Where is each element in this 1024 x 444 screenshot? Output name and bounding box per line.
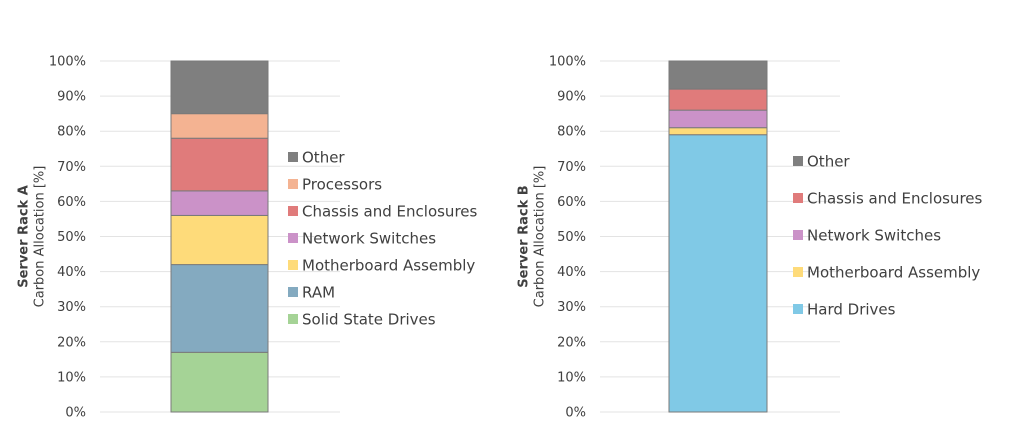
y-tick-label: 60% [57, 195, 86, 210]
y-tick-label: 40% [557, 265, 586, 280]
legend-label: Processors [302, 176, 382, 194]
y-tick-label: 60% [557, 195, 586, 210]
legend-swatch [793, 156, 803, 166]
y-tick-label: 100% [549, 55, 586, 70]
legend-label: Solid State Drives [302, 311, 436, 329]
y-tick-label: 80% [57, 125, 86, 140]
y-tick-label: 90% [57, 90, 86, 105]
y-tick-label: 70% [557, 160, 586, 175]
legend-swatch [793, 193, 803, 203]
y-tick-label: 10% [57, 370, 86, 385]
y-tick-label: 100% [49, 55, 86, 70]
y-axis-title: Server Rack B [517, 185, 532, 287]
legend: Other Chassis and Enclosures Network Switc… [793, 153, 983, 319]
bar-segment-solid-state-drives [170, 351, 269, 413]
bar-segment-network-switches [170, 190, 269, 216]
y-tick-label: 40% [57, 265, 86, 280]
legend-swatch [793, 304, 803, 314]
y-axis-label: Carbon Allocation [%] [533, 166, 548, 308]
y-tick-label: 30% [557, 300, 586, 315]
y-tick-label: 50% [57, 230, 86, 245]
y-tick-label: 0% [65, 406, 86, 421]
legend-label: Other [807, 153, 850, 171]
legend-swatch [793, 230, 803, 240]
y-tick-label: 20% [57, 335, 86, 350]
legend-swatch [288, 206, 298, 216]
bar-segment-chassis-and-enclosures [668, 88, 768, 111]
y-axis-label: Carbon Allocation [%] [33, 166, 48, 308]
legend-label: Network Switches [302, 230, 436, 248]
y-tick-label: 50% [557, 230, 586, 245]
bar-segment-other [170, 60, 269, 115]
chart-0: 0% 10% 20% 30% 40% 50% 60% 70% 80% 90% 100% Server … [17, 55, 478, 421]
legend-label: Network Switches [807, 227, 941, 245]
legend-swatch [288, 233, 298, 243]
legend-label: Chassis and Enclosures [807, 190, 983, 208]
legend-swatch [288, 179, 298, 189]
y-tick-label: 20% [557, 335, 586, 350]
legend-swatch [288, 260, 298, 270]
legend-label: Other [302, 149, 345, 167]
legend-label: Motherboard Assembly [302, 257, 475, 275]
legend-label: Motherboard Assembly [807, 264, 980, 282]
bar-segment-motherboard-assembly [170, 214, 269, 266]
bar-segment-motherboard-assembly [668, 127, 768, 136]
y-axis-title: Server Rack A [17, 185, 32, 288]
y-tick-label: 0% [565, 406, 586, 421]
legend-swatch [793, 267, 803, 277]
bar-segment-chassis-and-enclosures [170, 137, 269, 192]
bar-segment-hard-drives [668, 134, 768, 413]
chart-1: 0% 10% 20% 30% 40% 50% 60% 70% 80% 90% 100% Server … [517, 55, 983, 421]
y-tick-label: 30% [57, 300, 86, 315]
legend-label: Hard Drives [807, 301, 896, 319]
y-tick-label: 90% [557, 90, 586, 105]
y-tick-label: 10% [557, 370, 586, 385]
y-tick-label: 70% [57, 160, 86, 175]
bar-segment-ram [170, 264, 269, 353]
legend: Other Processors Chassis and Enclosures Net… [288, 149, 478, 329]
bar-segment-processors [170, 113, 269, 139]
legend-label: RAM [302, 284, 335, 302]
legend-label: Chassis and Enclosures [302, 203, 478, 221]
bar-segment-other [668, 60, 768, 90]
bar-segment-network-switches [668, 109, 768, 129]
y-tick-label: 80% [557, 125, 586, 140]
legend-swatch [288, 314, 298, 324]
legend-swatch [288, 287, 298, 297]
legend-swatch [288, 152, 298, 162]
